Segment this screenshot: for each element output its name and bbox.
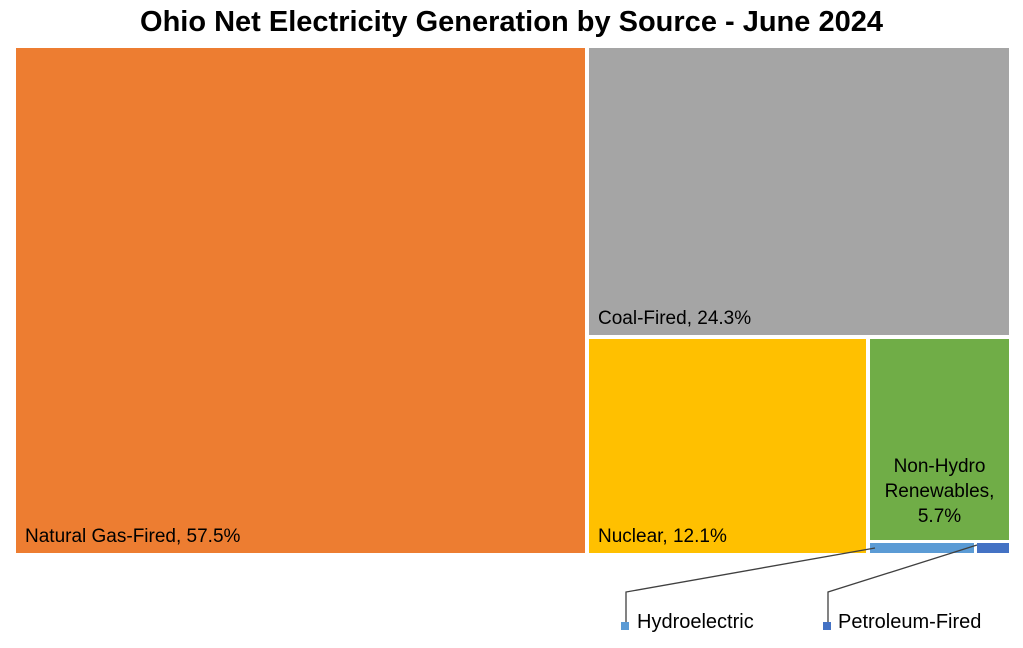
callout-label-hydroelectric: Hydroelectric — [637, 611, 754, 633]
tile-label-coal-fired: Coal-Fired, 24.3% — [598, 308, 752, 329]
tile-coal-fired: Coal-Fired, 24.3% — [589, 48, 1009, 335]
tile-label-non-hydro-renewables: Non-Hydro Renewables, 5.7% — [884, 456, 995, 527]
tile-hydroelectric — [870, 543, 974, 553]
tile-non-hydro-renewables: Non-Hydro Renewables, 5.7% — [870, 339, 1009, 540]
tile-petroleum-fired — [977, 543, 1009, 553]
tile-label-natural-gas-fired: Natural Gas-Fired, 57.5% — [25, 526, 241, 547]
callout-label-petroleum-fired: Petroleum-Fired — [838, 611, 982, 633]
chart-title: Ohio Net Electricity Generation by Sourc… — [140, 6, 883, 38]
petroleum-marker-icon — [823, 622, 831, 630]
hydroelectric-marker-icon — [621, 622, 629, 630]
tile-nuclear: Nuclear, 12.1% — [589, 339, 866, 553]
tile-natural-gas-fired: Natural Gas-Fired, 57.5% — [16, 48, 585, 553]
tile-label-nuclear: Nuclear, 12.1% — [598, 526, 727, 547]
